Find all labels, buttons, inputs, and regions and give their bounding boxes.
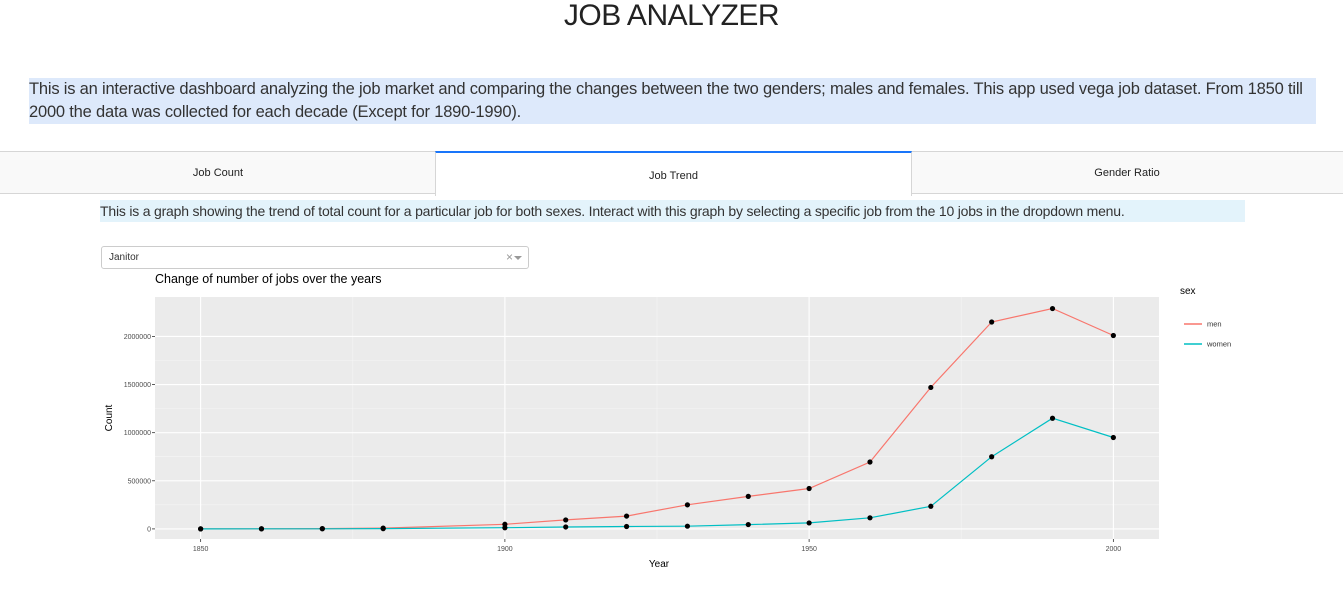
data-point-men [623,513,630,519]
data-point-men [867,459,873,465]
x-tick-label: 1850 [193,546,209,553]
data-point-women [563,524,569,530]
chevron-down-icon[interactable] [514,256,522,260]
tab-gender-ratio[interactable]: Gender Ratio [1094,167,1160,179]
data-point-women [928,503,934,509]
data-point-men [928,384,934,391]
tab-job-count[interactable]: Job Count [192,167,244,179]
intro-text: This is an interactive dashboard analyzi… [29,78,1316,124]
data-point-women [989,454,995,460]
data-point-women [319,526,325,532]
y-axis: 0 500000 1000000 1500000 2000000 [124,334,155,533]
data-point-women [623,523,630,530]
x-axis: 1850 1900 1950 2000 [193,539,1121,553]
app-title: JOB ANALYZER [563,0,780,32]
data-point-women [1110,434,1116,441]
legend: men women [1184,320,1231,349]
data-point-women [502,525,508,531]
job-select-dropdown[interactable]: Janitor × [101,246,529,269]
y-tick-label: 0 [147,526,151,533]
x-tick-label: 1950 [801,546,817,553]
y-axis-label: Count [104,404,115,431]
series-points [198,305,1116,532]
x-tick-label: 1900 [497,546,513,553]
data-point-women [198,526,204,532]
legend-title: sex [1180,286,1196,297]
x-tick-label: 2000 [1106,546,1122,553]
job-trend-description: This is a graph showing the trend of tot… [100,200,1245,222]
tab-job-trend[interactable]: Job Trend [435,151,912,196]
data-point-men [1049,305,1056,312]
legend-label-men: men [1207,320,1222,329]
y-tick-label: 500000 [128,478,151,485]
job-trend-chart: Change of number of jobs over the years … [104,272,1231,570]
data-point-women [745,521,751,528]
data-point-women [380,526,386,532]
tab-bar: Job Count Job Trend Gender Ratio [0,151,1343,196]
data-point-women [1049,415,1056,421]
y-tick-label: 1500000 [124,382,151,389]
job-select-value: Janitor [109,252,140,263]
y-tick-label: 2000000 [124,334,151,341]
data-point-men [806,485,812,492]
chart-title: Change of number of jobs over the years [155,272,382,286]
data-point-men [1110,332,1116,339]
y-tick-label: 1000000 [124,430,151,437]
data-point-women [867,515,873,521]
data-point-women [806,520,812,526]
data-point-women [258,526,265,532]
data-point-men [745,493,751,499]
data-point-men [989,319,995,325]
data-point-men [684,502,691,508]
data-point-women [684,523,691,529]
data-point-men [563,517,569,523]
legend-label-women: women [1206,340,1231,349]
clear-icon[interactable]: × [505,250,513,264]
x-axis-label: Year [649,559,670,570]
